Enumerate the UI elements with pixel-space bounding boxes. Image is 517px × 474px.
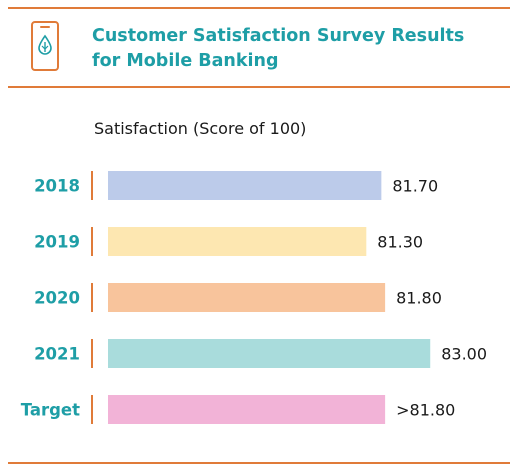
category-label: 2019 bbox=[34, 233, 80, 252]
bottom-rule bbox=[8, 462, 510, 464]
bar bbox=[108, 227, 367, 256]
top-rule bbox=[8, 7, 510, 9]
value-label: 81.30 bbox=[377, 233, 423, 252]
bar bbox=[108, 283, 386, 312]
chart-title-line1: Customer Satisfaction Survey Results bbox=[92, 26, 465, 46]
value-label: 81.70 bbox=[392, 177, 438, 196]
bar bbox=[108, 395, 386, 424]
header-rule bbox=[8, 86, 510, 88]
category-label: 2020 bbox=[34, 289, 80, 308]
category-label: 2018 bbox=[34, 177, 80, 196]
value-label: 83.00 bbox=[441, 345, 487, 364]
value-label: >81.80 bbox=[396, 401, 455, 420]
bar-chart: 2018 81.70 2019 81.30 2020 81.80 2021 83.00 Targ… bbox=[21, 171, 487, 424]
mobile-phone-icon bbox=[31, 21, 59, 71]
value-label: 81.80 bbox=[396, 289, 442, 308]
chart-subtitle: Satisfaction (Score of 100) bbox=[94, 119, 307, 138]
bar bbox=[108, 171, 382, 200]
chart-title: Customer Satisfaction Survey Results for… bbox=[92, 24, 492, 74]
bar bbox=[108, 339, 431, 368]
category-label: Target bbox=[21, 401, 80, 420]
category-label: 2021 bbox=[34, 345, 80, 364]
chart-title-line2: for Mobile Banking bbox=[92, 51, 279, 71]
